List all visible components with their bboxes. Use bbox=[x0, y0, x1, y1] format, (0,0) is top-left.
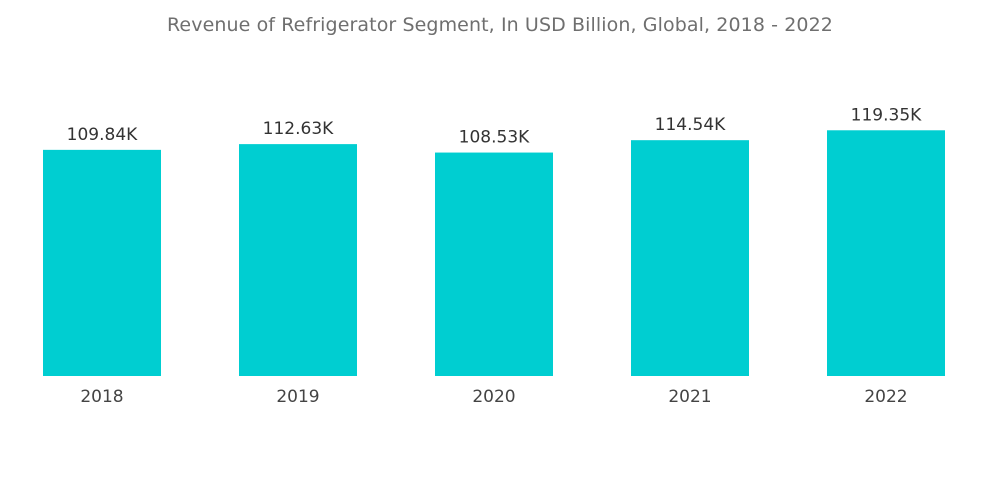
value-labels-group: 109.84K 112.63K 108.53K 114.54K 119.35K bbox=[67, 105, 922, 147]
bars-group bbox=[43, 130, 945, 376]
bar-2018 bbox=[43, 149, 161, 376]
x-tick-label-2019: 2019 bbox=[276, 387, 319, 407]
value-label-2018: 109.84K bbox=[67, 125, 138, 145]
x-tick-label-2022: 2022 bbox=[864, 387, 907, 407]
chart-title: Revenue of Refrigerator Segment, In USD … bbox=[166, 14, 833, 36]
bar-2021 bbox=[631, 140, 749, 376]
bar-2022 bbox=[827, 130, 945, 376]
bar-2019 bbox=[239, 144, 357, 376]
value-label-2022: 119.35K bbox=[851, 105, 922, 125]
value-label-2020: 108.53K bbox=[459, 128, 530, 148]
value-label-2019: 112.63K bbox=[263, 119, 334, 139]
x-tick-label-2018: 2018 bbox=[80, 387, 123, 407]
x-tick-label-2021: 2021 bbox=[668, 387, 711, 407]
x-tick-label-2020: 2020 bbox=[472, 387, 515, 407]
x-tick-labels-group: 2018 2019 2020 2021 2022 bbox=[80, 387, 907, 407]
value-label-2021: 114.54K bbox=[655, 115, 726, 135]
bar-2020 bbox=[435, 152, 553, 376]
